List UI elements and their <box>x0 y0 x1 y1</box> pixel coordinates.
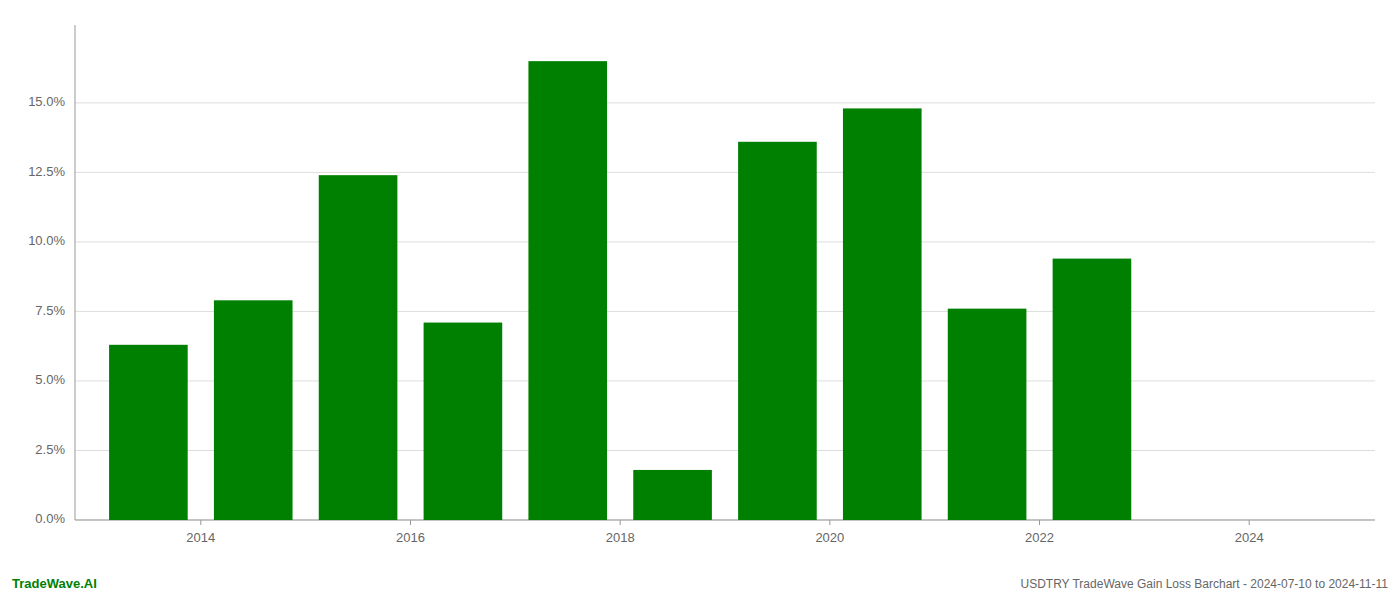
x-tick-label: 2016 <box>396 530 425 545</box>
y-tick-label: 2.5% <box>35 442 65 457</box>
grid-line <box>75 241 1375 242</box>
bar <box>738 142 817 520</box>
bar <box>843 108 922 520</box>
bar <box>424 323 503 520</box>
bar <box>1053 259 1132 520</box>
bar <box>109 345 188 520</box>
y-axis-line <box>75 25 76 520</box>
x-tick <box>620 520 621 525</box>
x-tick-label: 2022 <box>1025 530 1054 545</box>
x-tick-label: 2024 <box>1235 530 1264 545</box>
y-tick-label: 15.0% <box>28 94 65 109</box>
y-tick-label: 0.0% <box>35 511 65 526</box>
y-tick-label: 12.5% <box>28 164 65 179</box>
chart: 0.0% 2.5% 5.0% 7.5% 10.0% 12.5% 15.0% 2014 2016 2… <box>0 0 1400 600</box>
grid-line <box>75 172 1375 173</box>
grid <box>75 103 1375 520</box>
x-tick <box>410 520 411 525</box>
bar <box>633 470 712 520</box>
y-tick-label: 5.0% <box>35 372 65 387</box>
y-tick-label: 10.0% <box>28 233 65 248</box>
bar <box>948 309 1027 520</box>
bars <box>109 61 1131 520</box>
grid-line <box>75 102 1375 103</box>
axes: 0.0% 2.5% 5.0% 7.5% 10.0% 12.5% 15.0% 2014 2016 2… <box>28 25 1375 545</box>
x-tick <box>1249 520 1250 525</box>
bar <box>214 300 293 520</box>
y-tick-label: 7.5% <box>35 303 65 318</box>
x-tick-label: 2014 <box>186 530 215 545</box>
footer-brand: TradeWave.AI <box>12 576 97 591</box>
x-tick <box>829 520 830 525</box>
x-tick <box>1039 520 1040 525</box>
x-tick-label: 2018 <box>606 530 635 545</box>
x-tick-label: 2020 <box>815 530 844 545</box>
bar <box>528 61 607 520</box>
bar <box>319 175 398 520</box>
x-tick <box>200 520 201 525</box>
footer-caption: USDTRY TradeWave Gain Loss Barchart - 20… <box>1020 577 1388 591</box>
